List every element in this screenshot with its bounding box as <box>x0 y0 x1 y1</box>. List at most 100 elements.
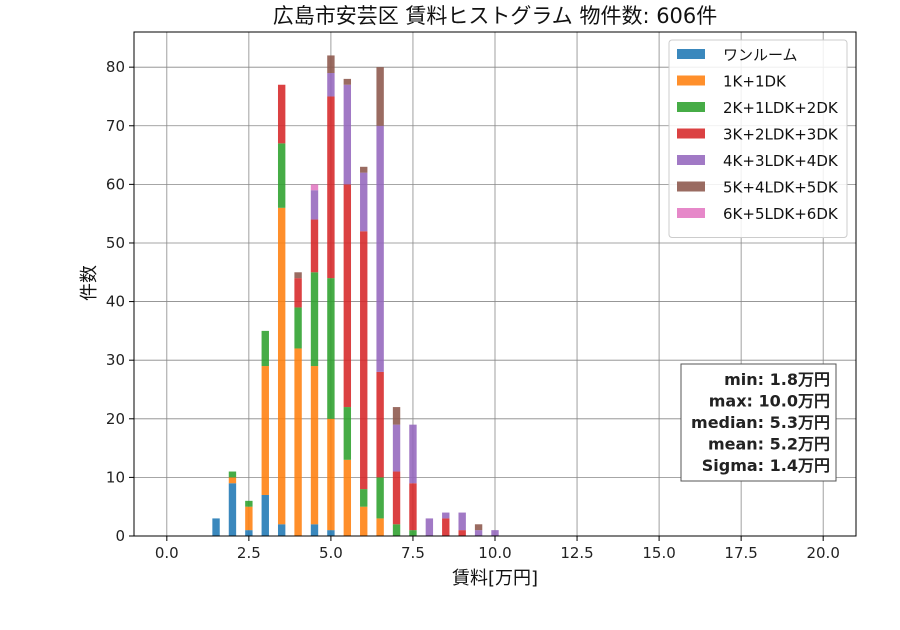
x-tick-label: 7.5 <box>401 544 425 562</box>
bar-segment <box>277 524 286 536</box>
bar-segment <box>491 530 499 536</box>
bar-segment <box>425 518 434 536</box>
bar-segment <box>343 407 352 460</box>
legend-entry: 1K+1DK <box>723 73 787 91</box>
bar-segment <box>261 330 269 367</box>
bar-segment <box>294 278 302 308</box>
bar-segment <box>343 184 352 408</box>
y-axis-label: 件数 <box>79 265 100 301</box>
y-tick-label: 80 <box>106 58 125 76</box>
y-tick-label: 20 <box>106 410 125 428</box>
bar-segment <box>294 307 302 349</box>
bar-segment <box>327 55 335 74</box>
bar-segment <box>261 494 269 536</box>
x-axis-ticks: 0.0 2.5 5.0 7.5 10.0 12.5 15.0 17.5 20.0 <box>155 536 840 562</box>
y-tick-label: 0 <box>115 527 125 545</box>
x-tick-label: 5.0 <box>319 544 343 562</box>
bar-segment <box>376 125 384 372</box>
bar-segment <box>343 78 352 85</box>
x-tick-label: 12.5 <box>560 544 593 562</box>
bar-segment <box>327 278 335 419</box>
bar-segment <box>327 530 335 536</box>
bar-segment <box>376 371 384 478</box>
bar-segment <box>327 418 335 531</box>
legend-entry: 6K+5LDK+6DK <box>723 205 839 223</box>
stats-line: Sigma: 1.4万円 <box>702 456 830 475</box>
chart-title: 広島市安芸区 賃料ヒストグラム 物件数: 606件 <box>273 4 718 28</box>
bar-segment <box>310 190 319 220</box>
bar-segment <box>310 219 319 273</box>
legend-swatch <box>677 128 705 139</box>
x-tick-label: 20.0 <box>806 544 839 562</box>
legend-swatch <box>677 181 705 192</box>
bar-segment <box>360 172 368 232</box>
x-tick-label: 17.5 <box>724 544 757 562</box>
x-tick-label: 2.5 <box>237 544 261 562</box>
bar-segment <box>409 424 417 484</box>
y-tick-label: 10 <box>106 468 125 486</box>
legend-entry: 2K+1LDK+2DK <box>723 99 839 117</box>
bar-segment <box>327 73 335 97</box>
bar-segment <box>392 524 401 536</box>
legend-entry: 4K+3LDK+4DK <box>723 152 839 170</box>
bar-segment <box>245 500 253 507</box>
bar-segment <box>277 84 286 144</box>
bars <box>212 55 499 536</box>
bar-segment <box>277 207 286 525</box>
bar-segment <box>392 424 401 472</box>
y-tick-label: 60 <box>106 175 125 193</box>
bar-segment <box>360 506 368 536</box>
bar-segment <box>458 530 466 536</box>
bar-segment <box>409 483 417 531</box>
stats-box: min: 1.8万円 max: 10.0万円 median: 5.3万円 mean: … <box>680 363 837 482</box>
legend-swatch <box>677 208 705 218</box>
x-tick-label: 15.0 <box>642 544 675 562</box>
bar-segment <box>360 166 368 173</box>
stats-line: min: 1.8万円 <box>724 370 830 389</box>
bar-segment <box>294 348 302 536</box>
y-tick-label: 50 <box>106 234 125 252</box>
y-axis-ticks: 0 10 20 30 40 50 60 70 80 <box>106 58 134 545</box>
bar-segment <box>474 530 483 536</box>
legend: ワンルーム 1K+1DK 2K+1LDK+2DK 3K+2LDK+3DK 4K+3LDK… <box>668 39 848 238</box>
bar-segment <box>458 512 466 531</box>
bar-segment <box>261 366 269 495</box>
bar-segment <box>310 366 319 525</box>
legend-entry: 5K+4LDK+5DK <box>723 179 839 197</box>
bar-segment <box>376 477 384 519</box>
bar-segment <box>376 67 384 126</box>
bar-segment <box>343 459 352 536</box>
x-tick-label: 10.0 <box>478 544 511 562</box>
bar-segment <box>327 96 335 279</box>
bar-segment <box>409 530 417 536</box>
bar-segment <box>245 506 253 531</box>
legend-swatch <box>677 155 705 165</box>
bar-segment <box>228 471 237 478</box>
legend-frame <box>668 39 848 238</box>
bar-segment <box>212 518 220 536</box>
legend-entry: ワンルーム <box>723 46 798 64</box>
bar-segment <box>310 184 319 191</box>
bar-segment <box>376 518 384 536</box>
bar-segment <box>474 524 483 531</box>
bar-segment <box>228 483 237 536</box>
bar-segment <box>294 272 302 279</box>
bar-segment <box>310 524 319 536</box>
y-tick-label: 70 <box>106 117 125 135</box>
bar-segment <box>310 272 319 367</box>
y-tick-label: 30 <box>106 351 125 369</box>
bar-segment <box>277 143 286 208</box>
bar-segment <box>392 407 401 425</box>
stats-line: median: 5.3万円 <box>691 413 830 432</box>
bar-segment <box>360 231 368 490</box>
bar-segment <box>392 471 401 525</box>
bar-segment <box>245 530 253 536</box>
legend-entry: 3K+2LDK+3DK <box>723 126 839 144</box>
legend-swatch <box>677 75 705 86</box>
bar-segment <box>442 512 450 519</box>
bar-segment <box>343 84 352 185</box>
bar-segment <box>228 477 237 484</box>
y-tick-label: 40 <box>106 293 125 311</box>
stats-frame <box>680 363 837 482</box>
legend-swatch <box>677 102 705 112</box>
